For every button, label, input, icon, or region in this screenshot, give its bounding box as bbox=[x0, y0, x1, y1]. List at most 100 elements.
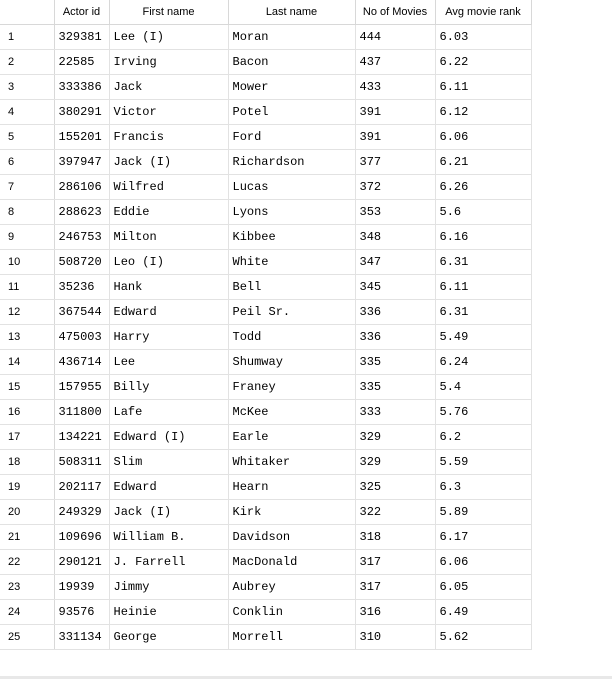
cell-avg-movie-rank[interactable]: 6.12 bbox=[435, 99, 532, 125]
cell-first-name[interactable]: Francis bbox=[109, 124, 229, 150]
cell-no-of-movies[interactable]: 317 bbox=[355, 574, 436, 600]
cell-first-name[interactable]: Edward bbox=[109, 299, 229, 325]
cell-first-name[interactable]: Milton bbox=[109, 224, 229, 250]
cell-actor-id[interactable]: 290121 bbox=[54, 549, 110, 575]
table-row[interactable]: 22 290121 J. Farrell MacDonald 317 6.06 bbox=[0, 549, 532, 575]
cell-actor-id[interactable]: 508311 bbox=[54, 449, 110, 475]
cell-actor-id[interactable]: 333386 bbox=[54, 74, 110, 100]
table-row[interactable]: 5 155201 Francis Ford 391 6.06 bbox=[0, 124, 532, 150]
cell-no-of-movies[interactable]: 317 bbox=[355, 549, 436, 575]
cell-first-name[interactable]: Wilfred bbox=[109, 174, 229, 200]
table-row[interactable]: 25 331134 George Morrell 310 5.62 bbox=[0, 624, 532, 650]
cell-actor-id[interactable]: 311800 bbox=[54, 399, 110, 425]
table-row[interactable]: 1 329381 Lee (I) Moran 444 6.03 bbox=[0, 24, 532, 50]
cell-last-name[interactable]: Todd bbox=[228, 324, 356, 350]
cell-actor-id[interactable]: 202117 bbox=[54, 474, 110, 500]
row-number[interactable]: 19 bbox=[0, 474, 55, 500]
cell-first-name[interactable]: Jack bbox=[109, 74, 229, 100]
cell-first-name[interactable]: George bbox=[109, 624, 229, 650]
cell-last-name[interactable]: Kirk bbox=[228, 499, 356, 525]
cell-actor-id[interactable]: 286106 bbox=[54, 174, 110, 200]
row-number[interactable]: 13 bbox=[0, 324, 55, 350]
cell-last-name[interactable]: Bell bbox=[228, 274, 356, 300]
cell-first-name[interactable]: Victor bbox=[109, 99, 229, 125]
table-row[interactable]: 13 475003 Harry Todd 336 5.49 bbox=[0, 324, 532, 350]
cell-first-name[interactable]: Lee bbox=[109, 349, 229, 375]
cell-actor-id[interactable]: 157955 bbox=[54, 374, 110, 400]
cell-last-name[interactable]: MacDonald bbox=[228, 549, 356, 575]
column-header-no-of-movies[interactable]: No of Movies bbox=[355, 0, 436, 25]
cell-no-of-movies[interactable]: 444 bbox=[355, 24, 436, 50]
table-row[interactable]: 9 246753 Milton Kibbee 348 6.16 bbox=[0, 224, 532, 250]
cell-avg-movie-rank[interactable]: 6.05 bbox=[435, 574, 532, 600]
cell-avg-movie-rank[interactable]: 5.62 bbox=[435, 624, 532, 650]
cell-actor-id[interactable]: 19939 bbox=[54, 574, 110, 600]
cell-avg-movie-rank[interactable]: 6.3 bbox=[435, 474, 532, 500]
cell-actor-id[interactable]: 367544 bbox=[54, 299, 110, 325]
cell-no-of-movies[interactable]: 345 bbox=[355, 274, 436, 300]
row-number[interactable]: 1 bbox=[0, 24, 55, 50]
cell-no-of-movies[interactable]: 336 bbox=[355, 324, 436, 350]
cell-last-name[interactable]: Shumway bbox=[228, 349, 356, 375]
cell-first-name[interactable]: J. Farrell bbox=[109, 549, 229, 575]
cell-avg-movie-rank[interactable]: 6.22 bbox=[435, 49, 532, 75]
cell-actor-id[interactable]: 475003 bbox=[54, 324, 110, 350]
table-row[interactable]: 2 22585 Irving Bacon 437 6.22 bbox=[0, 49, 532, 75]
cell-no-of-movies[interactable]: 348 bbox=[355, 224, 436, 250]
row-number[interactable]: 18 bbox=[0, 449, 55, 475]
cell-avg-movie-rank[interactable]: 5.59 bbox=[435, 449, 532, 475]
cell-actor-id[interactable]: 246753 bbox=[54, 224, 110, 250]
cell-actor-id[interactable]: 155201 bbox=[54, 124, 110, 150]
cell-last-name[interactable]: Aubrey bbox=[228, 574, 356, 600]
row-number[interactable]: 24 bbox=[0, 599, 55, 625]
row-number[interactable]: 25 bbox=[0, 624, 55, 650]
cell-actor-id[interactable]: 331134 bbox=[54, 624, 110, 650]
table-row[interactable]: 10 508720 Leo (I) White 347 6.31 bbox=[0, 249, 532, 275]
cell-last-name[interactable]: Kibbee bbox=[228, 224, 356, 250]
cell-avg-movie-rank[interactable]: 6.31 bbox=[435, 299, 532, 325]
column-header-last-name[interactable]: Last name bbox=[228, 0, 356, 25]
cell-actor-id[interactable]: 22585 bbox=[54, 49, 110, 75]
cell-avg-movie-rank[interactable]: 5.89 bbox=[435, 499, 532, 525]
table-row[interactable]: 3 333386 Jack Mower 433 6.11 bbox=[0, 74, 532, 100]
table-row[interactable]: 6 397947 Jack (I) Richardson 377 6.21 bbox=[0, 149, 532, 175]
cell-no-of-movies[interactable]: 322 bbox=[355, 499, 436, 525]
cell-avg-movie-rank[interactable]: 6.16 bbox=[435, 224, 532, 250]
cell-no-of-movies[interactable]: 391 bbox=[355, 124, 436, 150]
row-number[interactable]: 22 bbox=[0, 549, 55, 575]
cell-last-name[interactable]: Conklin bbox=[228, 599, 356, 625]
cell-avg-movie-rank[interactable]: 6.11 bbox=[435, 74, 532, 100]
table-row[interactable]: 23 19939 Jimmy Aubrey 317 6.05 bbox=[0, 574, 532, 600]
cell-no-of-movies[interactable]: 377 bbox=[355, 149, 436, 175]
cell-actor-id[interactable]: 249329 bbox=[54, 499, 110, 525]
cell-avg-movie-rank[interactable]: 6.06 bbox=[435, 549, 532, 575]
table-row[interactable]: 20 249329 Jack (I) Kirk 322 5.89 bbox=[0, 499, 532, 525]
cell-actor-id[interactable]: 397947 bbox=[54, 149, 110, 175]
cell-last-name[interactable]: McKee bbox=[228, 399, 356, 425]
table-row[interactable]: 15 157955 Billy Franey 335 5.4 bbox=[0, 374, 532, 400]
cell-no-of-movies[interactable]: 335 bbox=[355, 374, 436, 400]
row-number[interactable]: 11 bbox=[0, 274, 55, 300]
table-row[interactable]: 12 367544 Edward Peil Sr. 336 6.31 bbox=[0, 299, 532, 325]
table-row[interactable]: 19 202117 Edward Hearn 325 6.3 bbox=[0, 474, 532, 500]
cell-first-name[interactable]: Slim bbox=[109, 449, 229, 475]
cell-avg-movie-rank[interactable]: 6.06 bbox=[435, 124, 532, 150]
table-row[interactable]: 11 35236 Hank Bell 345 6.11 bbox=[0, 274, 532, 300]
cell-no-of-movies[interactable]: 391 bbox=[355, 99, 436, 125]
cell-last-name[interactable]: Bacon bbox=[228, 49, 356, 75]
cell-avg-movie-rank[interactable]: 5.6 bbox=[435, 199, 532, 225]
cell-no-of-movies[interactable]: 318 bbox=[355, 524, 436, 550]
row-number[interactable]: 21 bbox=[0, 524, 55, 550]
cell-no-of-movies[interactable]: 353 bbox=[355, 199, 436, 225]
cell-avg-movie-rank[interactable]: 5.76 bbox=[435, 399, 532, 425]
table-row[interactable]: 14 436714 Lee Shumway 335 6.24 bbox=[0, 349, 532, 375]
table-row[interactable]: 17 134221 Edward (I) Earle 329 6.2 bbox=[0, 424, 532, 450]
cell-avg-movie-rank[interactable]: 6.49 bbox=[435, 599, 532, 625]
row-number[interactable]: 14 bbox=[0, 349, 55, 375]
row-number[interactable]: 10 bbox=[0, 249, 55, 275]
cell-last-name[interactable]: Lucas bbox=[228, 174, 356, 200]
cell-last-name[interactable]: Ford bbox=[228, 124, 356, 150]
table-row[interactable]: 4 380291 Victor Potel 391 6.12 bbox=[0, 99, 532, 125]
cell-first-name[interactable]: Billy bbox=[109, 374, 229, 400]
